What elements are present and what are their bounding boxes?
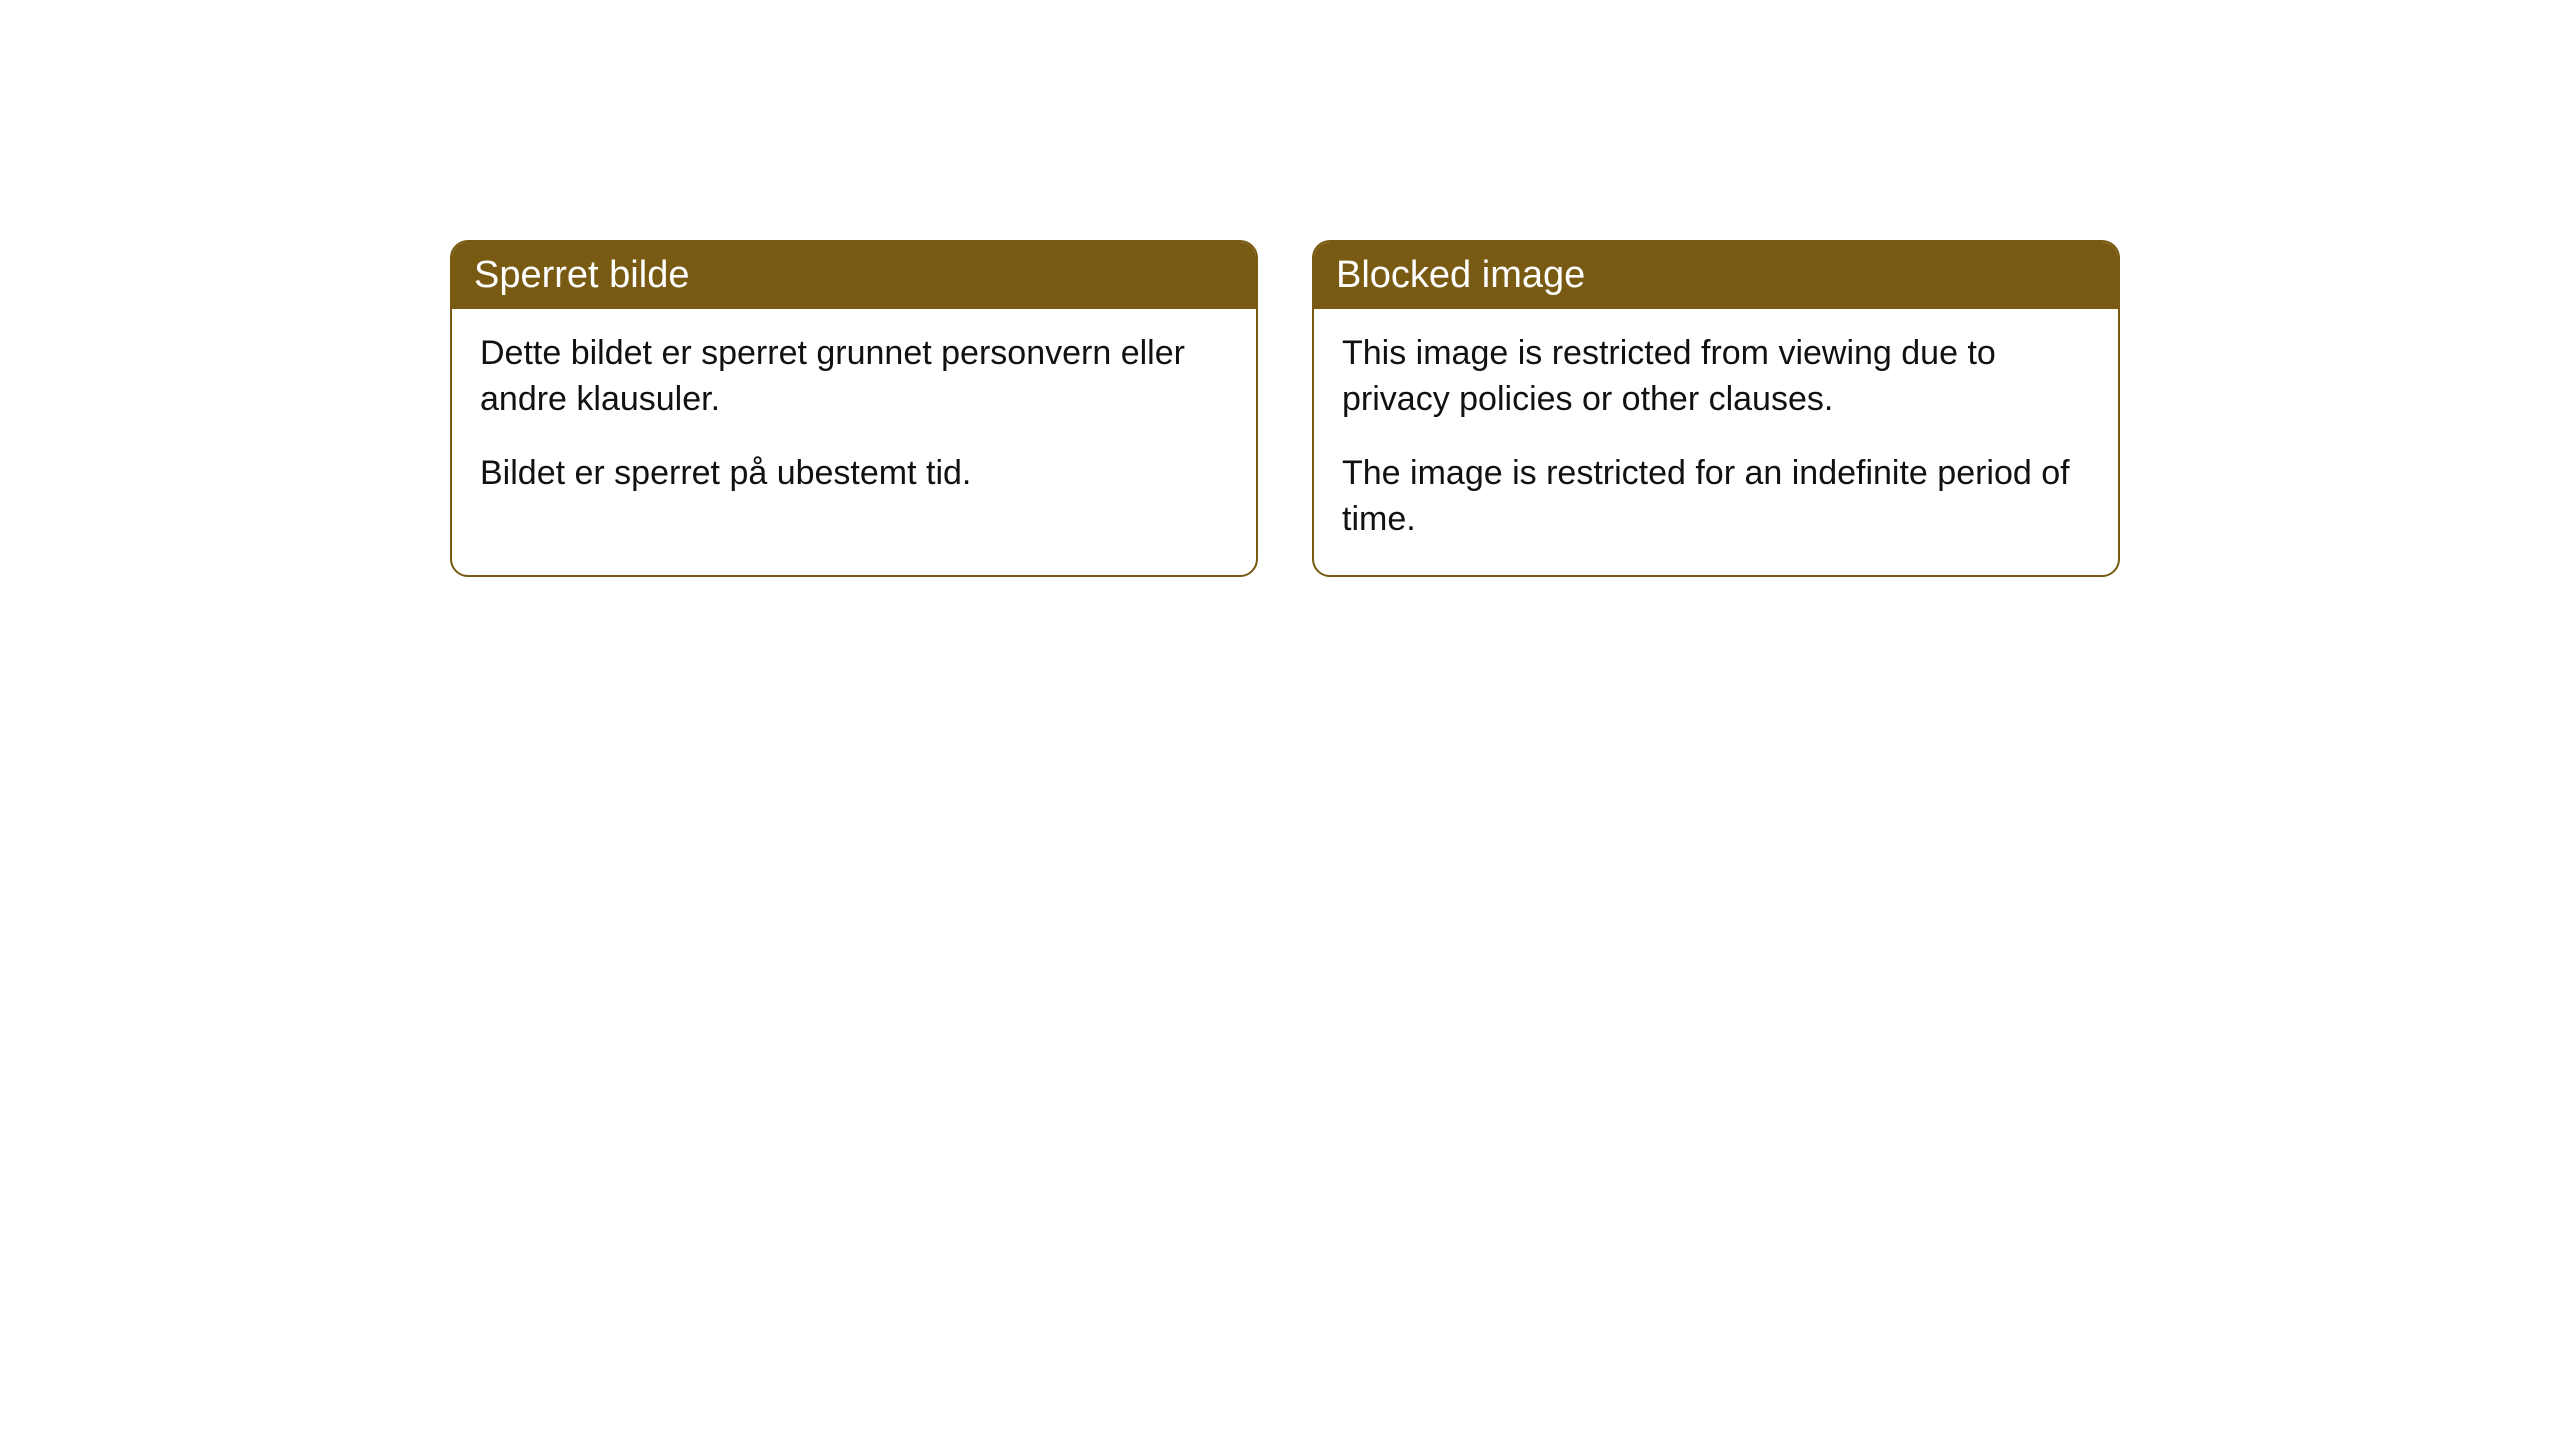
card-paragraph: The image is restricted for an indefinit…: [1342, 451, 2090, 543]
card-title: Blocked image: [1336, 254, 1585, 296]
card-header: Sperret bilde: [452, 242, 1256, 309]
card-title: Sperret bilde: [474, 254, 689, 296]
blocked-image-card-english: Blocked image This image is restricted f…: [1312, 240, 2120, 577]
card-paragraph: Dette bildet er sperret grunnet personve…: [480, 331, 1228, 423]
card-header: Blocked image: [1314, 242, 2118, 309]
card-body: Dette bildet er sperret grunnet personve…: [452, 309, 1256, 529]
card-paragraph: Bildet er sperret på ubestemt tid.: [480, 451, 1228, 497]
card-body: This image is restricted from viewing du…: [1314, 309, 2118, 575]
notice-cards-container: Sperret bilde Dette bildet er sperret gr…: [450, 240, 2560, 577]
blocked-image-card-norwegian: Sperret bilde Dette bildet er sperret gr…: [450, 240, 1258, 577]
card-paragraph: This image is restricted from viewing du…: [1342, 331, 2090, 423]
